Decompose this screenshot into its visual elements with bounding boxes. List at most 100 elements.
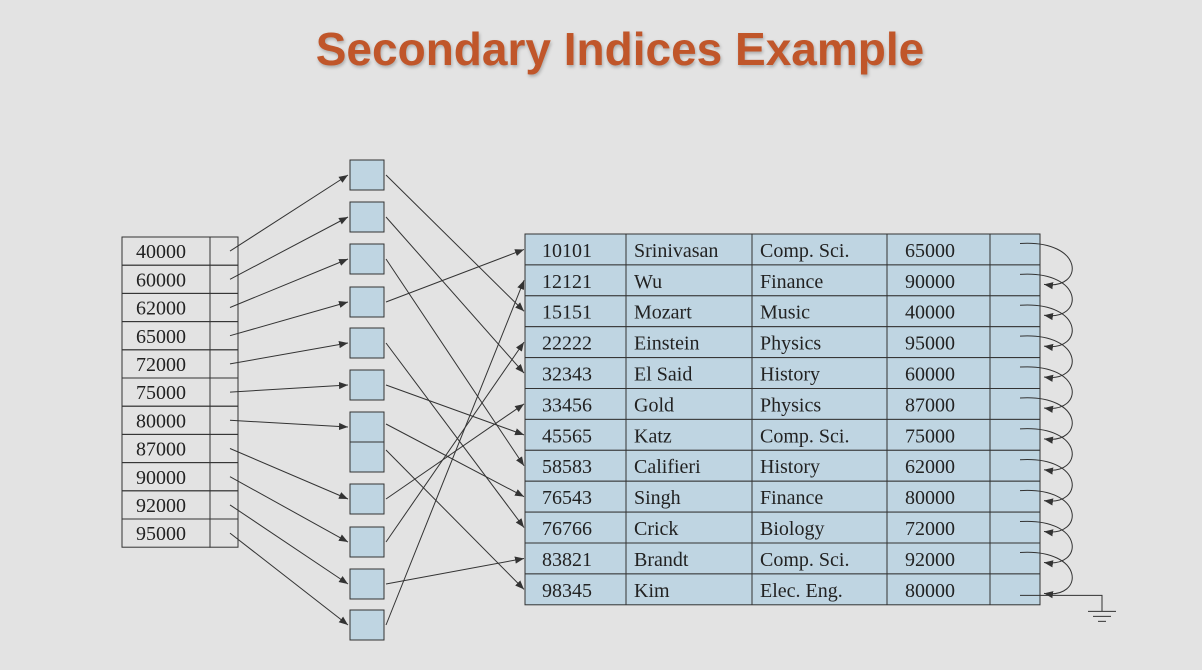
record-id: 76766 (542, 518, 592, 540)
record-row (524, 388, 1041, 420)
record-row (524, 480, 1041, 513)
record-name: Wu (634, 271, 662, 293)
null-pointer-line (1020, 594, 1103, 612)
record-name: Einstein (634, 333, 700, 355)
index-pointer-cell (209, 264, 239, 294)
bucket-to-record-arrow (385, 423, 525, 498)
index-pointer-cell (209, 349, 239, 379)
record-name: Katz (634, 425, 672, 447)
record-chain-arrow (1019, 459, 1073, 506)
record-salary: 65000 (905, 240, 955, 262)
record-chain-arrow (1019, 397, 1073, 444)
record-salary: 87000 (905, 394, 955, 416)
record-row (524, 511, 1041, 544)
bucket-cell (349, 526, 385, 558)
record-id: 12121 (542, 271, 592, 293)
bucket-to-record-arrow (385, 384, 525, 436)
index-key: 40000 (136, 241, 186, 263)
bucket-to-record-arrow (385, 174, 525, 312)
index-key: 80000 (136, 410, 186, 432)
index-key: 72000 (136, 354, 186, 376)
index-key: 90000 (136, 467, 186, 489)
bucket-cell (349, 369, 385, 401)
null-pointer-ground (1020, 594, 1116, 622)
record-row (524, 326, 1041, 359)
bucket-to-record-arrow (385, 248, 525, 303)
index-pointer-cell (209, 462, 239, 492)
index-to-bucket-arrow (229, 381, 349, 393)
bucket-to-record-arrow (385, 556, 525, 585)
bucket-to-record-arrow (385, 216, 525, 374)
index-key: 92000 (136, 495, 186, 517)
record-id: 76543 (542, 487, 592, 509)
record-chain-arrow (1019, 521, 1073, 568)
record-salary: 62000 (905, 456, 955, 478)
record-dept: Finance (760, 271, 823, 293)
record-chain-arrow (1019, 304, 1073, 352)
record-row (524, 295, 1041, 328)
record-id: 10101 (542, 240, 592, 262)
record-row (524, 573, 1041, 606)
record-dept: Elec. Eng. (760, 580, 843, 602)
record-chain-arrow (1019, 242, 1073, 290)
index-key: 87000 (136, 439, 186, 461)
record-id: 32343 (542, 364, 592, 386)
record-dept: Finance (760, 487, 823, 509)
record-id: 33456 (542, 394, 592, 416)
bucket-cell (349, 327, 385, 359)
record-name: Gold (634, 394, 674, 416)
record-name: Kim (634, 580, 670, 602)
record-row (524, 542, 1041, 575)
index-pointer-cell (209, 292, 239, 323)
index-pointer-cell (209, 518, 239, 548)
index-to-bucket-arrow (229, 448, 349, 500)
index-key: 62000 (136, 298, 186, 320)
index-pointer-cell (209, 490, 239, 520)
record-dept: Biology (760, 518, 824, 540)
record-name: Mozart (634, 302, 692, 324)
index-key: 60000 (136, 269, 186, 291)
page-title: Secondary Indices Example (315, 23, 925, 75)
secondary-index: 40000 60000 62000 65000 72000 75000 80000 87000… (121, 236, 239, 548)
index-to-bucket-arrow (229, 419, 349, 431)
index-pointer-cell (209, 433, 239, 464)
index-to-bucket-arrow (229, 301, 349, 337)
bucket-to-record-arrow (385, 280, 525, 626)
record-chain-arrow (1019, 273, 1073, 321)
bucket-cell (349, 609, 385, 641)
record-name: Brandt (634, 549, 689, 571)
record-name: Srinivasan (634, 240, 718, 262)
record-salary: 80000 (905, 580, 955, 602)
bucket-to-record-arrow (385, 342, 525, 528)
record-chain-arrow (1019, 551, 1073, 599)
record-salary: 95000 (905, 333, 955, 355)
record-id: 83821 (542, 549, 592, 571)
pointer-arrows (229, 174, 1073, 626)
index-pointer-cell (209, 236, 239, 266)
bucket-cell (349, 286, 385, 318)
bucket-cell (349, 568, 385, 600)
bucket-to-record-arrow (385, 449, 525, 590)
index-to-bucket-arrow (229, 476, 349, 543)
record-salary: 40000 (905, 302, 955, 324)
record-row (524, 264, 1041, 297)
record-salary: 92000 (905, 549, 955, 571)
bucket-cell (349, 441, 385, 473)
index-to-bucket-arrow (229, 504, 349, 585)
record-row (524, 449, 1041, 482)
record-name: Crick (634, 518, 678, 540)
instructor-file: 10101 Srinivasan Comp. Sci. 65000 12121 Wu Fin… (524, 233, 1041, 606)
index-to-bucket-arrow (229, 216, 349, 280)
bucket-cell (349, 243, 385, 275)
index-to-bucket-arrow (229, 258, 349, 308)
record-id: 98345 (542, 580, 592, 602)
record-dept: History (760, 364, 820, 386)
record-salary: 80000 (905, 487, 955, 509)
record-salary: 60000 (905, 364, 955, 386)
record-dept: Comp. Sci. (760, 549, 849, 571)
record-name: Singh (634, 487, 681, 509)
record-id: 15151 (542, 302, 592, 324)
index-to-bucket-arrow (229, 174, 349, 252)
record-chain-arrow (1019, 366, 1073, 413)
